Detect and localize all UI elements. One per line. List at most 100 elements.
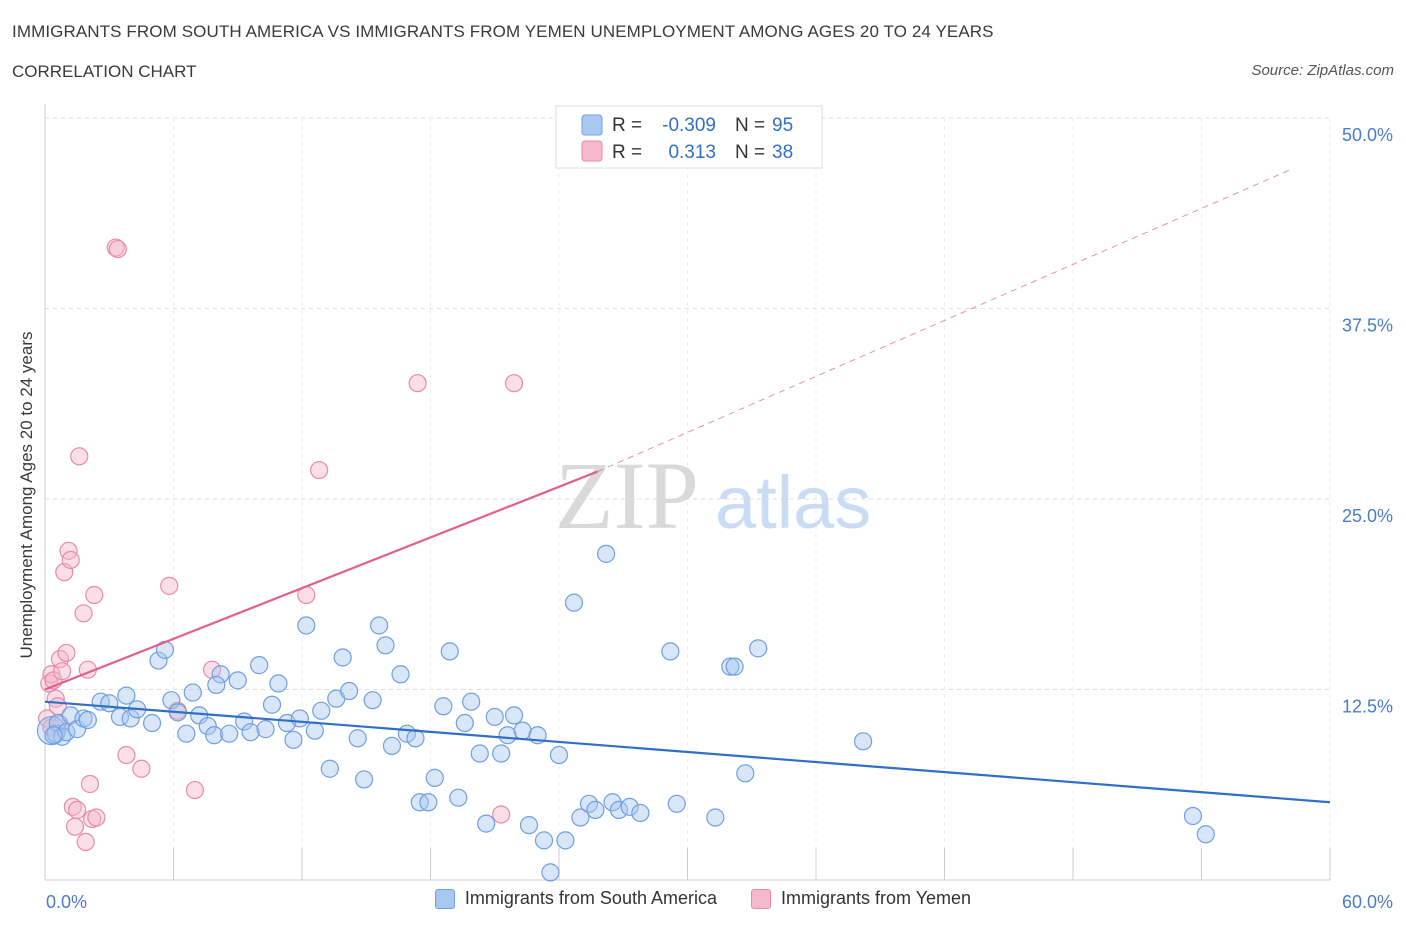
- south-america-point-36: [297, 616, 316, 635]
- south-america-point-83: [667, 794, 686, 813]
- south-america-point-8: [78, 710, 97, 730]
- y-tick-label-0: 12.5%: [1342, 697, 1393, 717]
- south-america-points: [36, 544, 1215, 882]
- yemen-point-22: [85, 585, 104, 605]
- south-america-point-61: [477, 814, 496, 833]
- y-axis-title: Unemployment Among Ages 20 to 24 years: [17, 332, 36, 659]
- south-america-point-90: [1183, 806, 1203, 826]
- yemen-point-12: [61, 550, 80, 570]
- south-america-point-51: [406, 729, 425, 748]
- south-america-point-38: [312, 701, 331, 720]
- south-america-point-80: [620, 797, 639, 816]
- south-america-point-43: [348, 729, 367, 748]
- south-america-point-31: [262, 695, 282, 714]
- yemen-point-33: [310, 460, 329, 480]
- x-tick-label-min: 0.0%: [46, 892, 87, 912]
- south-america-point-85: [721, 657, 740, 676]
- south-america-point-82: [661, 642, 680, 661]
- yemen-point-25: [108, 239, 127, 259]
- south-america-point-55: [434, 697, 453, 716]
- yemen-point-35: [492, 805, 511, 824]
- south-america-point-47: [376, 636, 395, 655]
- yemen-point-23: [87, 808, 106, 827]
- bottom-legend: Immigrants from South America Immigrants…: [0, 888, 1406, 909]
- south-america-point-49: [391, 665, 410, 684]
- south-america-point-44: [355, 770, 374, 789]
- yemen-point-27: [132, 759, 151, 778]
- south-america-point-45: [363, 691, 382, 710]
- chart-subtitle: CORRELATION CHART: [12, 62, 197, 81]
- south-america-point-12: [121, 709, 140, 728]
- south-america-point-86: [725, 657, 744, 676]
- y-tick-label-1: 25.0%: [1342, 506, 1393, 526]
- south-america-point-94: [117, 686, 136, 705]
- trend-line-yemen-extension: [597, 167, 1294, 473]
- watermark-zip: ZIP: [555, 442, 699, 549]
- legend-r-label-sa: R =: [612, 115, 642, 136]
- south-america-point-81: [631, 803, 650, 823]
- south-america-point-62: [485, 707, 504, 727]
- south-america-point-69: [534, 831, 554, 850]
- top-legend: R = -0.309 N = 95 R = 0.313 N = 38: [555, 105, 823, 169]
- x-tick-label-max: 60.0%: [1342, 892, 1393, 912]
- south-america-point-57: [449, 788, 468, 807]
- legend-r-value-sa: -0.309: [662, 115, 716, 136]
- south-america-point-78: [603, 793, 622, 812]
- yemen-point-30: [185, 780, 205, 800]
- south-america-point-34: [284, 730, 303, 749]
- bottom-legend-label-yemen: Immigrants from Yemen: [781, 888, 972, 908]
- yemen-point-34: [408, 374, 427, 393]
- yemen-point-28: [160, 576, 179, 595]
- south-america-point-48: [382, 736, 402, 755]
- south-america-point-89: [854, 732, 873, 751]
- south-america-point-71: [549, 745, 569, 765]
- y-tick-label-3: 50.0%: [1342, 125, 1393, 145]
- south-america-point-20: [183, 683, 202, 702]
- bottom-legend-south-america: Immigrants from South America: [434, 888, 717, 909]
- south-america-point-79: [609, 800, 629, 819]
- yemen-point-15: [68, 800, 87, 819]
- legend-n-label-ye: N =: [735, 142, 765, 163]
- south-america-point-70: [541, 863, 560, 882]
- south-america-point-23: [205, 726, 224, 745]
- south-america-point-14: [142, 713, 162, 733]
- legend-r-value-ye: 0.313: [668, 142, 716, 163]
- south-america-point-39: [320, 759, 339, 778]
- south-america-point-76: [586, 800, 605, 819]
- x-tick-labels: 0.0% 60.0%: [46, 892, 1393, 912]
- axes: [44, 104, 1331, 881]
- source-label: Source: ZipAtlas.com: [1251, 62, 1394, 79]
- bottom-legend-yemen: Immigrants from Yemen: [751, 888, 971, 909]
- south-america-point-73: [564, 593, 584, 612]
- south-america-point-63: [492, 744, 511, 763]
- south-america-point-66: [513, 721, 532, 740]
- trend-line-yemen: [44, 470, 598, 691]
- south-america-point-87: [736, 764, 755, 783]
- watermark-atlas: atlas: [715, 461, 871, 544]
- y-tick-labels: 12.5% 25.0% 37.5% 50.0%: [1342, 125, 1393, 717]
- yemen-point-26: [117, 745, 136, 765]
- south-america-point-19: [177, 724, 196, 743]
- south-america-point-32: [269, 674, 288, 693]
- trend-line-south-america: [44, 700, 1331, 804]
- south-america-point-26: [228, 671, 247, 690]
- legend-n-value-sa: 95: [772, 115, 793, 136]
- south-america-point-28: [241, 723, 260, 742]
- yemen-point-16: [70, 447, 89, 466]
- south-america-point-29: [250, 656, 269, 675]
- south-america-point-54: [425, 768, 444, 787]
- trend-lines: [44, 167, 1331, 804]
- south-america-point-72: [556, 831, 575, 850]
- south-america-point-88: [749, 639, 768, 658]
- south-america-point-59: [462, 692, 481, 711]
- south-america-point-91: [1196, 825, 1215, 844]
- yemen-point-20: [80, 774, 100, 794]
- south-america-point-30: [256, 720, 275, 739]
- yemen-point-36: [504, 374, 524, 393]
- south-america-point-37: [305, 721, 324, 740]
- south-america-point-42: [340, 681, 359, 701]
- south-america-point-60: [470, 744, 489, 763]
- yemen-point-8: [53, 662, 72, 681]
- y-tick-label-2: 37.5%: [1342, 316, 1393, 336]
